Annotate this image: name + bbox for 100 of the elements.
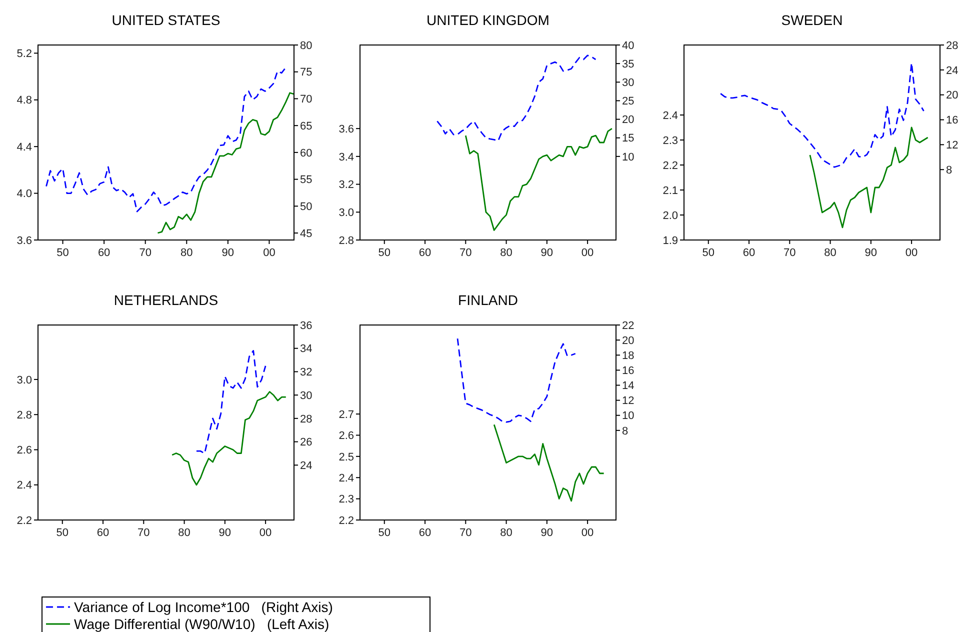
y2-tick-label: 32 (300, 366, 312, 379)
x-tick-label: 00 (581, 247, 594, 259)
x-tick-label: 50 (378, 527, 391, 539)
x-tick-label: 80 (180, 247, 193, 259)
line-series (493, 424, 605, 502)
chart-title: NETHERLANDS (114, 292, 218, 308)
y-tick-label: 2.3 (662, 134, 678, 147)
x-tick-label: 90 (864, 247, 878, 259)
y2-tick-label: 35 (622, 58, 634, 70)
y2-tick-label: 12 (622, 395, 634, 408)
x-tick-label: 60 (742, 247, 756, 259)
line-series (46, 66, 286, 212)
x-tick-label: 70 (784, 247, 796, 259)
y2-tick-label: 65 (300, 120, 312, 132)
y-tick-label: 2.3 (338, 494, 354, 506)
x-tick-label: 00 (263, 247, 276, 259)
y2-tick-label: 18 (622, 350, 634, 362)
y-tick-label: 2.2 (338, 514, 354, 527)
y2-tick-label: 60 (300, 147, 312, 160)
line-series (436, 54, 596, 142)
y2-tick-label: 25 (622, 96, 634, 108)
y2-tick-label: 15 (622, 132, 634, 145)
y2-tick-label: 30 (300, 390, 312, 402)
y2-tick-label: 28 (300, 413, 312, 426)
y2-tick-label: 8 (946, 164, 952, 176)
y-tick-label: 3.4 (338, 151, 354, 164)
x-tick-label: 70 (460, 247, 472, 259)
y2-tick-label: 22 (622, 320, 634, 332)
y-tick-label: 3.0 (338, 206, 354, 219)
y-tick-label: 5.2 (16, 48, 32, 60)
line-series (456, 338, 576, 423)
y2-tick-label: 24 (946, 64, 958, 77)
y-tick-label: 2.4 (338, 472, 354, 484)
y2-tick-label: 16 (946, 114, 958, 127)
y2-tick-label: 36 (300, 320, 312, 332)
y2-tick-label: 55 (300, 174, 312, 186)
y2-tick-label: 20 (622, 114, 634, 126)
y-tick-label: 2.1 (662, 184, 678, 197)
y2-tick-label: 30 (622, 76, 634, 89)
line-series (196, 350, 266, 454)
chart-title: SWEDEN (781, 12, 843, 28)
y2-tick-label: 75 (300, 66, 312, 79)
y2-tick-label: 34 (300, 343, 312, 356)
y2-tick-label: 70 (300, 94, 312, 106)
x-tick-label: 00 (259, 527, 272, 539)
y-tick-label: 3.6 (16, 234, 32, 247)
y-tick-label: 2.0 (662, 210, 678, 222)
legend-label: Variance of Log Income*100 (Right Axis) (74, 598, 333, 615)
y-tick-label: 1.9 (662, 234, 678, 247)
x-tick-label: 50 (702, 247, 715, 259)
y2-tick-label: 26 (300, 436, 312, 449)
chart-title: UNITED STATES (112, 12, 220, 28)
y-tick-label: 2.6 (338, 430, 354, 442)
x-tick-label: 50 (56, 527, 69, 539)
x-tick-label: 90 (222, 247, 234, 259)
y-tick-label: 4.8 (16, 94, 32, 107)
x-tick-label: 90 (218, 527, 232, 539)
y2-tick-label: 10 (622, 151, 634, 164)
legend-label: Wage Differential (W90/W10) (Left Axis) (74, 616, 330, 632)
y-tick-label: 2.7 (338, 408, 354, 421)
y-tick-label: 2.8 (338, 234, 354, 247)
y-tick-label: 4.4 (16, 141, 32, 154)
y-tick-label: 2.4 (662, 110, 678, 122)
y2-tick-label: 16 (622, 365, 634, 378)
x-tick-label: 60 (418, 247, 432, 259)
x-tick-label: 60 (96, 527, 110, 539)
x-tick-label: 60 (98, 247, 110, 259)
x-tick-label: 70 (138, 527, 150, 539)
x-tick-label: 00 (905, 247, 918, 259)
line-series (464, 128, 613, 231)
y-tick-label: 2.4 (16, 480, 32, 492)
y-tick-label: 3.6 (338, 123, 354, 136)
line-series (157, 92, 294, 234)
line-series (720, 62, 924, 168)
x-tick-label: 80 (500, 247, 512, 259)
line-series (809, 126, 929, 228)
y2-tick-label: 50 (300, 201, 312, 214)
x-tick-label: 50 (378, 247, 391, 259)
y-tick-label: 2.5 (338, 451, 354, 464)
y2-tick-label: 40 (622, 40, 634, 52)
y2-tick-label: 14 (622, 380, 634, 392)
y-tick-label: 2.8 (16, 409, 32, 422)
chart-title: UNITED KINGDOM (426, 12, 550, 28)
y-tick-label: 3.0 (16, 374, 32, 386)
y2-tick-label: 24 (300, 460, 312, 472)
x-tick-label: 80 (824, 247, 836, 259)
y-tick-label: 2.6 (16, 444, 32, 457)
x-tick-label: 70 (139, 247, 152, 259)
x-tick-label: 60 (418, 527, 432, 539)
y-tick-label: 3.2 (338, 179, 354, 192)
y2-tick-label: 8 (622, 425, 628, 438)
y2-tick-label: 20 (622, 334, 634, 347)
y-tick-label: 2.2 (16, 514, 32, 527)
x-tick-label: 90 (540, 247, 554, 259)
y2-tick-label: 80 (300, 40, 312, 52)
y2-tick-label: 45 (300, 228, 312, 240)
y2-tick-label: 12 (946, 140, 958, 152)
y2-tick-label: 20 (946, 90, 958, 102)
chart-title: FINLAND (458, 292, 518, 308)
x-tick-label: 80 (178, 527, 190, 539)
